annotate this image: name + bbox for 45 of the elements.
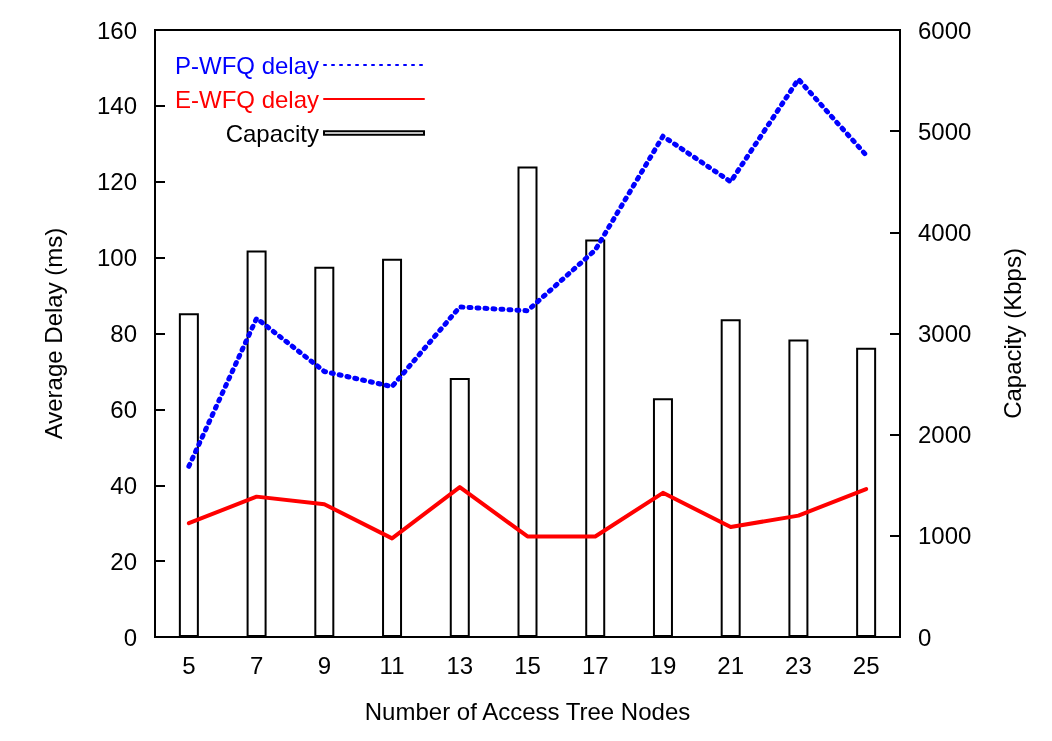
y-tick-label: 140: [96, 92, 137, 120]
y-tick-label: 0: [123, 623, 137, 651]
y-axis-title: Average Delay (ms): [39, 227, 67, 440]
line-series: [186, 485, 869, 541]
y-tick-label: 100: [96, 244, 137, 272]
x-tick-label: 25: [852, 651, 880, 679]
y-tick-label: 160: [96, 16, 137, 44]
y-tick-label: 40: [110, 471, 137, 499]
legend-label: P-WFQ delay: [174, 51, 320, 79]
x-tick-label: 21: [717, 651, 745, 679]
y-tick-label: 20: [110, 547, 137, 575]
bar: [178, 313, 199, 637]
y2-tick-label: 1000: [918, 522, 972, 550]
bar: [449, 378, 470, 637]
y2-tick-label: 2000: [918, 421, 972, 449]
legend-label: E-WFQ delay: [174, 85, 320, 113]
y2-tick-label: 5000: [918, 117, 972, 145]
bar: [788, 339, 809, 637]
x-tick-label: 17: [581, 651, 609, 679]
y2-tick-label: 6000: [918, 16, 972, 44]
y-tick-label: 60: [110, 395, 137, 423]
x-tick-label: 9: [317, 651, 331, 679]
y-tick-label: 120: [96, 168, 137, 196]
bar: [585, 239, 606, 637]
x-tick-label: 13: [446, 651, 474, 679]
bar: [720, 319, 741, 637]
bar: [517, 166, 538, 637]
bar: [246, 250, 267, 637]
x-axis-title: Number of Access Tree Nodes: [364, 697, 691, 725]
bar: [652, 398, 673, 637]
bar: [856, 347, 877, 637]
x-tick-label: 5: [182, 651, 196, 679]
y2-tick-label: 0: [918, 623, 932, 651]
legend-label: Capacity: [225, 119, 320, 147]
x-tick-label: 19: [649, 651, 677, 679]
bar: [314, 266, 335, 637]
y-tick-label: 80: [110, 320, 137, 347]
x-tick-label: 11: [379, 651, 405, 679]
x-tick-label: 15: [514, 651, 541, 679]
y2-axis-title: Capacity (Kbps): [998, 248, 1026, 419]
x-tick-label: 23: [785, 651, 812, 679]
y2-tick-label: 4000: [918, 218, 972, 246]
bar: [382, 258, 403, 637]
y2-tick-label: 3000: [918, 320, 972, 347]
x-tick-label: 7: [249, 651, 264, 679]
